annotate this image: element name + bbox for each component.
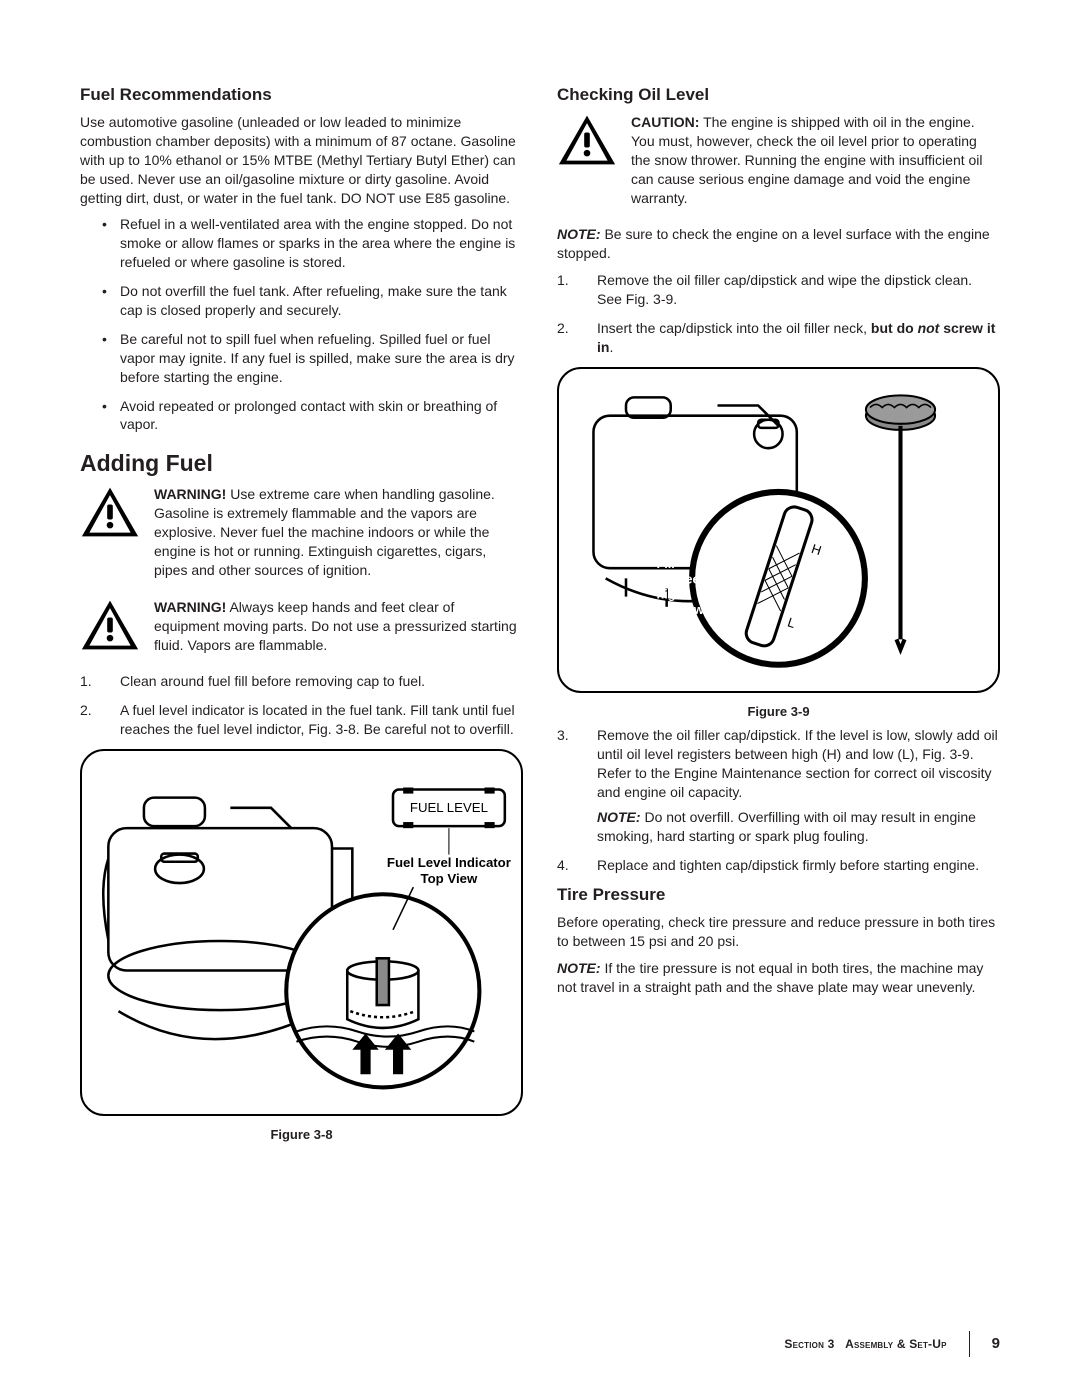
svg-text:between: between (657, 572, 708, 586)
figure-3-8-svg: FUEL LEVEL Fuel Level Indicator Top View (88, 757, 515, 1103)
list-item: Replace and tighten cap/dipstick firmly … (557, 856, 1000, 875)
note-tire-pressure: NOTE: If the tire pressure is not equal … (557, 959, 1000, 997)
caution-block: CAUTION: The engine is shipped with oil … (557, 113, 1000, 215)
warning-block-1: WARNING! Use extreme care when handling … (80, 485, 523, 587)
list-oil-steps-a: Remove the oil filler cap/dipstick and w… (557, 271, 1000, 357)
svg-text:Fill: Fill (657, 557, 675, 571)
heading-adding-fuel: Adding Fuel (80, 448, 523, 479)
heading-tire-pressure: Tire Pressure (557, 884, 1000, 907)
list-item: Insert the cap/dipstick into the oil fil… (557, 319, 1000, 357)
list-adding-fuel-steps: Clean around fuel fill before removing c… (80, 672, 523, 739)
figure-3-9: H L Fill between high and low marks Figu… (557, 367, 1000, 720)
svg-text:FUEL LEVEL: FUEL LEVEL (410, 800, 488, 815)
caution-text: CAUTION: The engine is shipped with oil … (631, 113, 1000, 207)
list-fuel-bullets: Refuel in a well-ventilated area with th… (80, 215, 523, 434)
warning-lead: WARNING! (154, 486, 226, 502)
figure-3-9-caption: Figure 3-9 (557, 703, 1000, 721)
figure-3-9-svg: H L Fill between high and low marks (565, 375, 992, 680)
list-item: Remove the oil filler cap/dipstick. If t… (557, 726, 1000, 845)
svg-text:and low: and low (657, 603, 704, 617)
figure-3-8: FUEL LEVEL Fuel Level Indicator Top View… (80, 749, 523, 1143)
caution-lead: CAUTION: (631, 114, 699, 130)
list-item: Refuel in a well-ventilated area with th… (80, 215, 523, 272)
footer-separator (969, 1331, 970, 1357)
heading-fuel-recommendations: Fuel Recommendations (80, 84, 523, 107)
svg-text:high: high (657, 587, 684, 601)
warning-block-2: WARNING! Always keep hands and feet clea… (80, 598, 523, 663)
list-item: A fuel level indicator is located in the… (80, 701, 523, 739)
list-item: Remove the oil filler cap/dipstick and w… (557, 271, 1000, 309)
warning-icon (80, 598, 140, 652)
warning-text-2: WARNING! Always keep hands and feet clea… (154, 598, 523, 655)
list-item: Do not overfill the fuel tank. After ref… (80, 282, 523, 320)
list-item: Clean around fuel fill before removing c… (80, 672, 523, 691)
svg-text:Top View: Top View (421, 871, 478, 886)
heading-checking-oil: Checking Oil Level (557, 84, 1000, 107)
figure-3-8-caption: Figure 3-8 (80, 1126, 523, 1144)
svg-text:Fuel Level Indicator: Fuel Level Indicator (387, 855, 511, 870)
caution-icon (557, 113, 617, 167)
para-fuel-recommendations: Use automotive gasoline (unleaded or low… (80, 113, 523, 207)
page-number: 9 (992, 1334, 1000, 1354)
list-item: Avoid repeated or prolonged contact with… (80, 397, 523, 435)
warning-text-1: WARNING! Use extreme care when handling … (154, 485, 523, 579)
warning-lead: WARNING! (154, 599, 226, 615)
warning-icon (80, 485, 140, 539)
para-tire-pressure: Before operating, check tire pressure an… (557, 913, 1000, 951)
footer-section: Section 3 Assembly & Set-Up (784, 1336, 946, 1352)
note-do-not-overfill: NOTE: Do not overfill. Overfilling with … (597, 808, 1000, 846)
note-level-surface: NOTE: Be sure to check the engine on a l… (557, 225, 1000, 263)
page-footer: Section 3 Assembly & Set-Up 9 (784, 1331, 1000, 1357)
list-oil-steps-b: Remove the oil filler cap/dipstick. If t… (557, 726, 1000, 874)
list-item: Be careful not to spill fuel when refuel… (80, 330, 523, 387)
svg-text:marks: marks (657, 618, 694, 632)
